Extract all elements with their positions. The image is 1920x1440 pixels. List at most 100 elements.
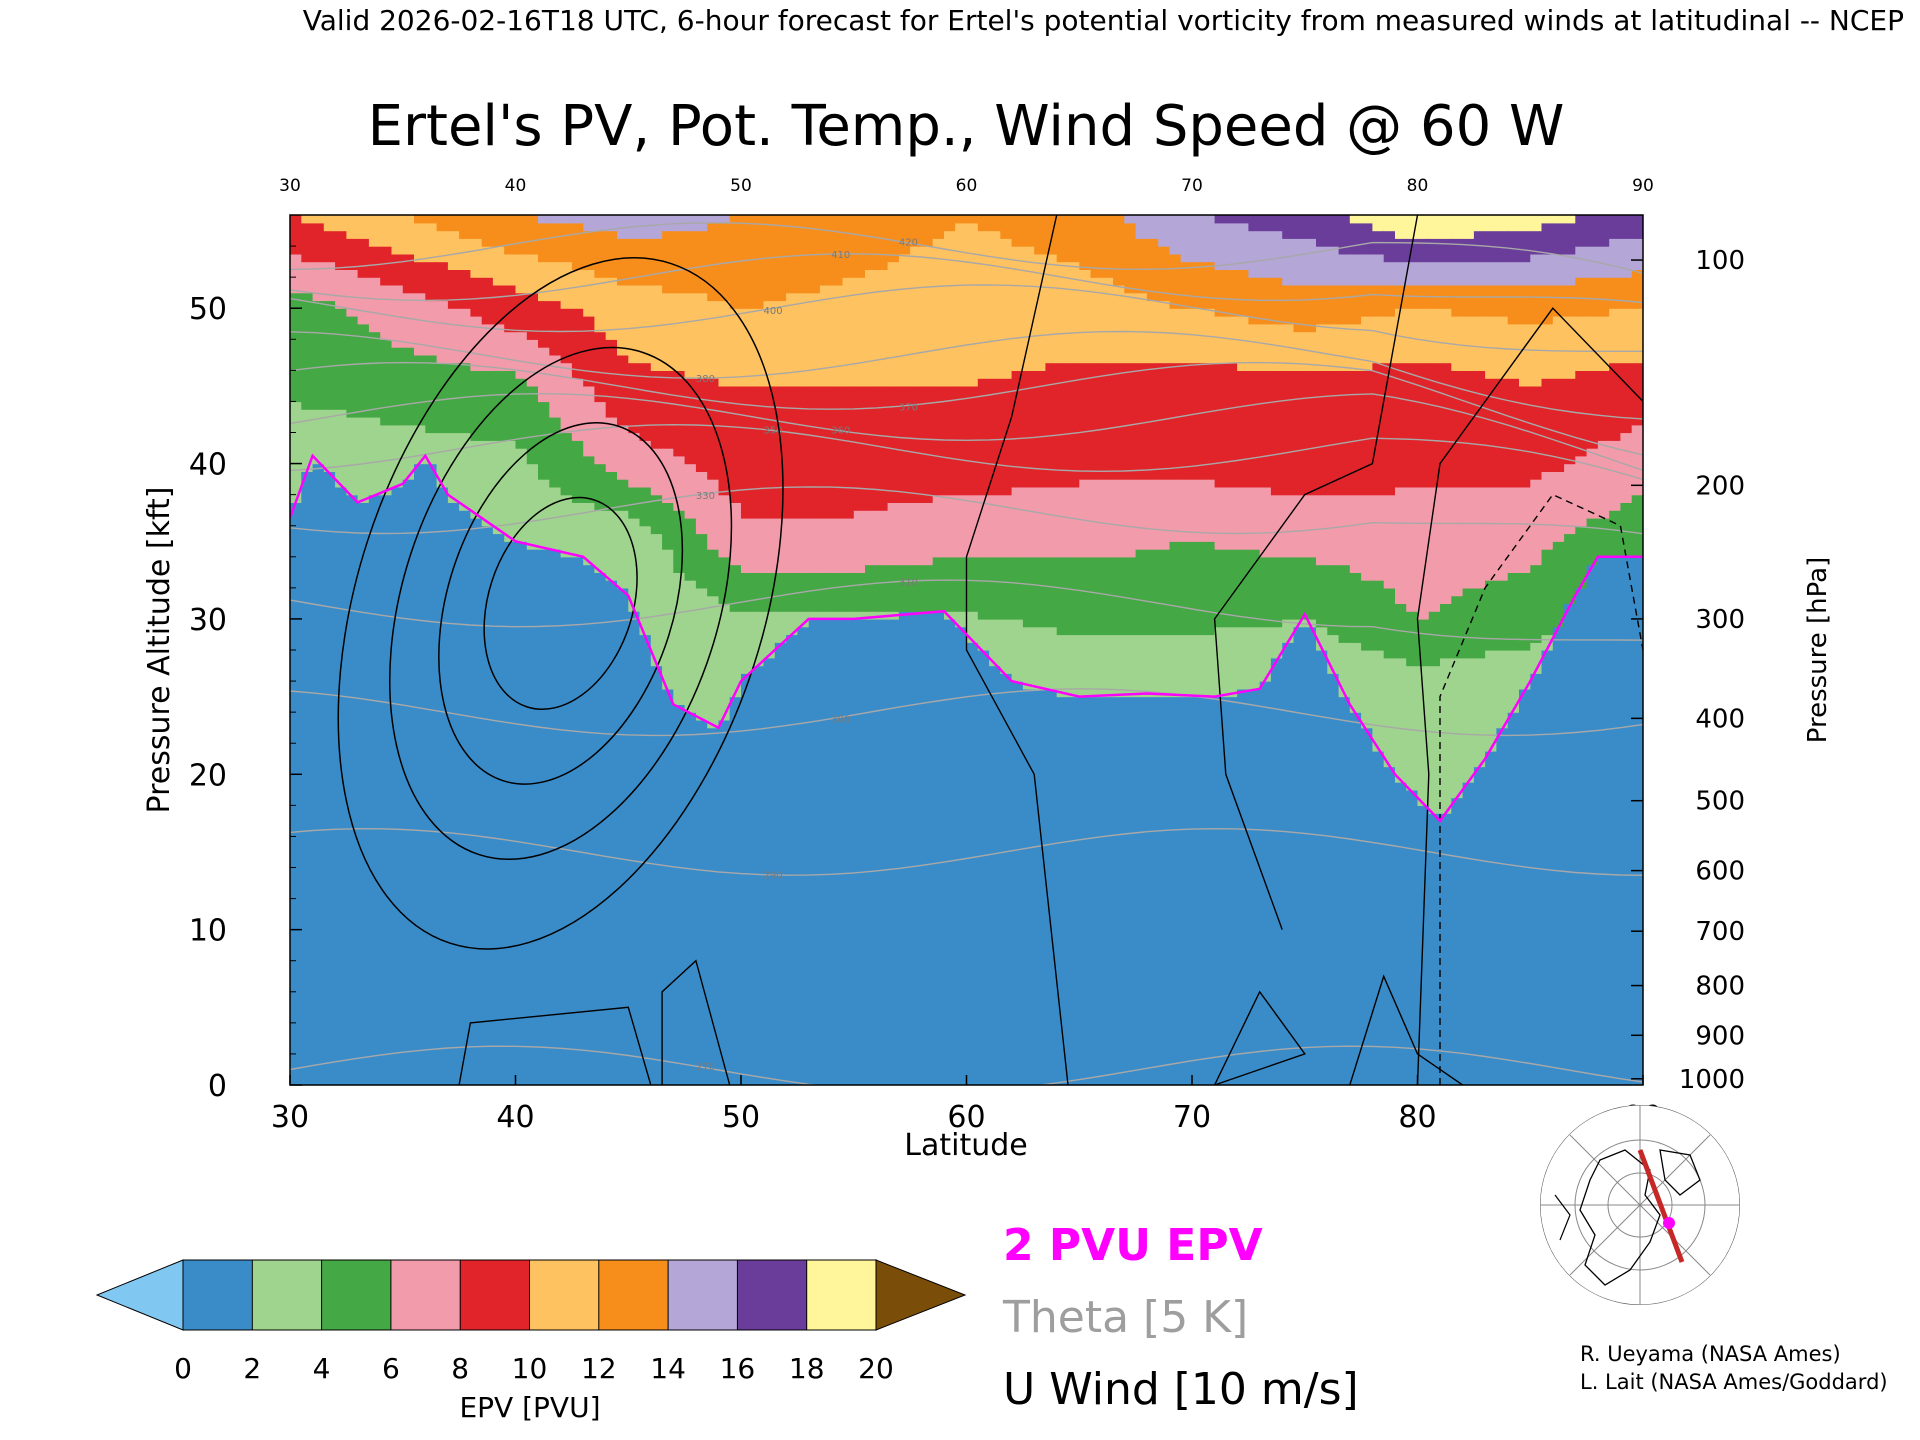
epv-cell [459, 486, 471, 496]
epv-cell [447, 820, 460, 830]
epv-cell [650, 479, 663, 488]
epv-cell [684, 215, 697, 224]
epv-cell [346, 758, 359, 768]
epv-cell [470, 486, 483, 496]
epv-cell [335, 331, 347, 340]
epv-cell [695, 572, 708, 581]
epv-cell [741, 587, 753, 597]
epv-cell [391, 883, 404, 892]
epv-cell [695, 1022, 708, 1032]
epv-cell [312, 618, 325, 628]
epv-cell [695, 323, 708, 333]
epv-cell [492, 844, 505, 853]
epv-cell [752, 735, 765, 744]
epv-cell [650, 440, 663, 449]
epv-cell [335, 339, 347, 348]
epv-cell [673, 479, 686, 488]
epv-cell [504, 347, 517, 356]
epv-cell [650, 751, 663, 760]
epv-cell [538, 230, 550, 239]
epv-cell [391, 968, 404, 977]
epv-cell [707, 1046, 720, 1055]
epv-cell [436, 323, 449, 333]
epv-cell [312, 991, 325, 1001]
epv-cell [650, 704, 663, 713]
epv-cell [639, 681, 652, 690]
epv-cell [515, 696, 528, 705]
epv-cell [380, 417, 393, 426]
epv-cell [391, 681, 404, 690]
chart-title: Ertel's PV, Pot. Temp., Wind Speed @ 60 … [368, 94, 1565, 159]
epv-cell [786, 929, 798, 938]
epv-cell [504, 455, 517, 465]
epv-cell [684, 308, 697, 317]
epv-cell [684, 409, 697, 418]
epv-cell [425, 222, 438, 232]
epv-cell [786, 836, 798, 845]
epv-cell [707, 836, 720, 845]
epv-cell [515, 626, 528, 636]
epv-cell [459, 463, 471, 472]
epv-cell [560, 479, 573, 488]
epv-cell [515, 952, 528, 962]
epv-cell [538, 533, 550, 542]
epv-cell [323, 859, 336, 869]
epv-cell [391, 789, 404, 799]
epv-cell [357, 486, 370, 496]
epv-cell [639, 642, 652, 651]
epv-cell [380, 921, 393, 931]
epv-cell [402, 292, 415, 302]
epv-cell [594, 945, 607, 954]
epv-cell [571, 945, 584, 954]
epv-cell [425, 929, 438, 938]
epv-cell [707, 650, 720, 659]
epv-cell [414, 455, 426, 465]
epv-cell [515, 347, 528, 356]
epv-cell [470, 789, 483, 799]
epv-cell [312, 883, 325, 892]
epv-cell [492, 486, 505, 496]
epv-cell [774, 323, 787, 333]
epv-cell [718, 976, 731, 985]
epv-cell [763, 820, 776, 830]
epv-cell [391, 1038, 404, 1047]
epv-cell [414, 215, 426, 224]
epv-cell [368, 650, 381, 659]
epv-cell [684, 580, 697, 589]
epv-cell [774, 797, 787, 806]
epv-cell [515, 976, 528, 985]
epv-cell [459, 890, 471, 900]
epv-cell [368, 984, 381, 993]
epv-cell [695, 385, 708, 395]
epv-cell [538, 455, 550, 465]
epv-cell [346, 883, 359, 892]
epv-cell [752, 984, 765, 993]
epv-cell [447, 479, 460, 488]
epv-cell [380, 595, 393, 604]
epv-cell [290, 215, 302, 224]
epv-cell [323, 401, 336, 410]
epv-cell [481, 448, 494, 457]
epv-cell [583, 339, 596, 348]
epv-cell [492, 300, 505, 309]
epv-cell [368, 782, 381, 791]
epv-cell [662, 665, 674, 674]
epv-cell [752, 836, 765, 845]
epv-cell [786, 1038, 798, 1047]
epv-cell [560, 743, 573, 752]
epv-cell [526, 1069, 539, 1078]
epv-cell [301, 1007, 314, 1016]
epv-cell [301, 945, 314, 954]
epv-cell [684, 914, 697, 923]
epv-cell [729, 549, 742, 558]
epv-cell [617, 1077, 629, 1085]
epv-cell [718, 657, 731, 667]
epv-cell [504, 650, 517, 659]
epv-cell [425, 984, 438, 993]
epv-cell [594, 828, 607, 838]
epv-cell [617, 960, 629, 970]
epv-cell [380, 323, 393, 333]
epv-cell [650, 665, 663, 674]
epv-cell [290, 626, 302, 636]
epv-cell [492, 797, 505, 806]
